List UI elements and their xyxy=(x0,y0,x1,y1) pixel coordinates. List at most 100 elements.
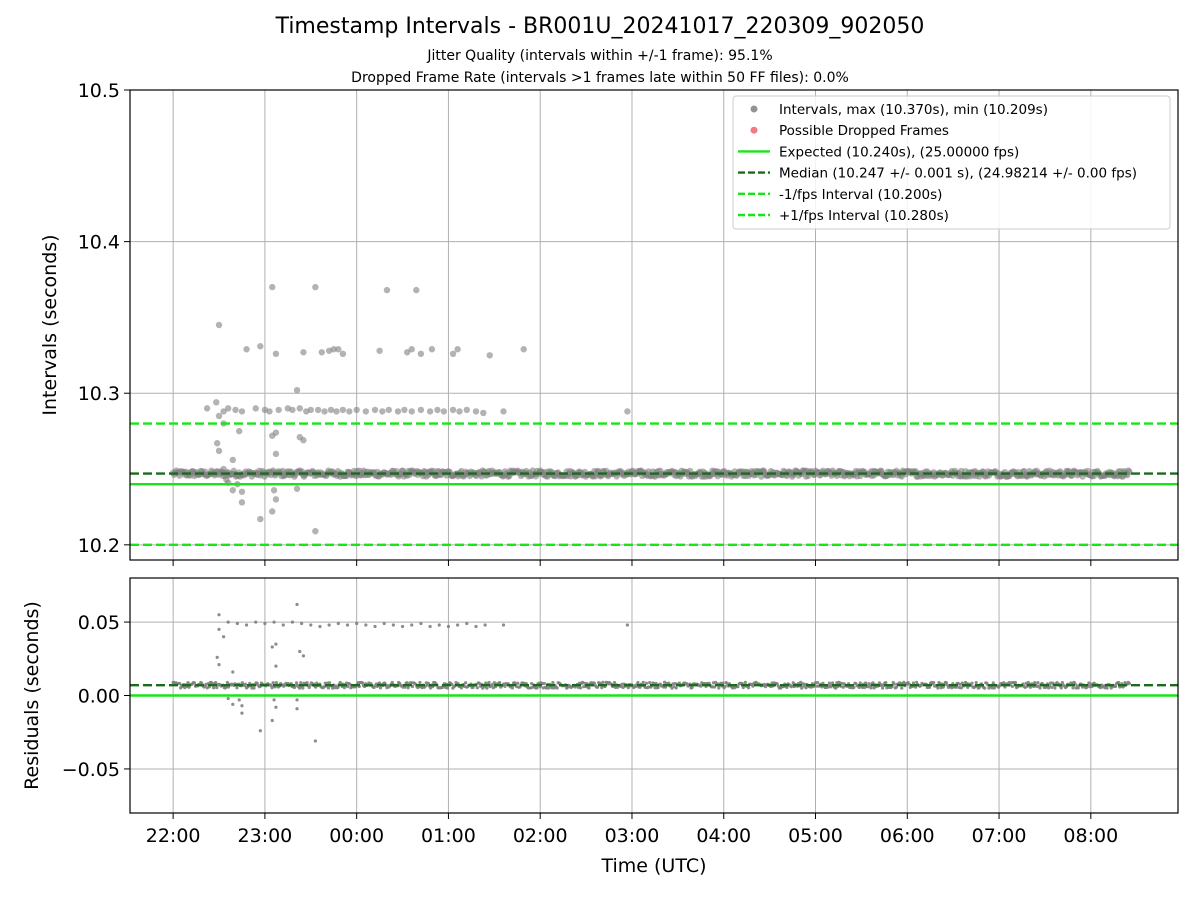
residuals-baseline-point xyxy=(723,684,727,689)
legend-entry-3: Median (10.247 +/- 0.001 s), (24.98214 +… xyxy=(738,166,1137,182)
residuals-data-point-15 xyxy=(355,621,359,626)
residuals-baseline-point xyxy=(487,680,491,685)
residuals-data-point-50 xyxy=(274,705,278,709)
residuals-baseline-point xyxy=(852,685,856,689)
intervals-data-point-22 xyxy=(520,346,527,353)
residuals-baseline-point xyxy=(907,682,911,686)
residuals-baseline-point xyxy=(542,681,546,686)
residuals-baseline-point xyxy=(911,681,916,685)
residuals-baseline-point xyxy=(746,686,751,690)
legend-entry-4: -1/fps Interval (10.200s) xyxy=(738,187,942,203)
intervals-data-point-67 xyxy=(272,429,280,436)
residuals-baseline-point xyxy=(307,685,311,690)
residuals-baseline-point xyxy=(871,681,875,685)
residuals-baseline-point xyxy=(187,685,191,689)
residuals-data-point-2 xyxy=(235,621,239,626)
intervals-data-point-19 xyxy=(449,350,457,358)
residuals-baseline-point xyxy=(612,680,617,685)
residuals-data-point-30 xyxy=(501,623,506,627)
intervals-data-point-25 xyxy=(220,408,227,415)
residuals-baseline-point xyxy=(1053,686,1057,690)
residuals-data-point-35 xyxy=(222,635,226,639)
residuals-data-point-11 xyxy=(318,624,322,629)
legend-entry-5: +1/fps Interval (10.280s) xyxy=(738,208,949,224)
intervals-data-point-69 xyxy=(300,437,307,444)
residuals-baseline-point xyxy=(1059,686,1063,690)
intervals-data-point-56 xyxy=(449,406,457,414)
intervals-baseline-point xyxy=(1126,468,1133,476)
residuals-data-point-10 xyxy=(309,623,313,627)
intervals-data-point-78 xyxy=(238,488,246,495)
residuals-baseline-point xyxy=(936,686,940,690)
residuals-baseline-point xyxy=(503,684,507,688)
intervals-data-point-70 xyxy=(236,427,243,435)
residuals-baseline-point xyxy=(235,686,239,690)
residuals-baseline-point xyxy=(1127,682,1131,686)
residuals-baseline-point xyxy=(1010,684,1014,689)
intervals-data-point-23 xyxy=(203,405,211,412)
residuals-data-point-20 xyxy=(400,624,405,629)
residuals-data-point-23 xyxy=(428,624,432,629)
residuals-baseline-point xyxy=(648,681,652,685)
intervals-data-point-4 xyxy=(272,350,280,358)
residuals-baseline-point xyxy=(743,680,747,684)
residuals-baseline-point xyxy=(271,681,275,685)
residuals-baseline-point xyxy=(418,680,422,685)
residuals-data-point-38 xyxy=(298,649,302,654)
residuals-data-point-26 xyxy=(456,623,460,627)
xtick-label-0: 22:00 xyxy=(146,825,201,847)
residuals-data-point-18 xyxy=(382,621,386,626)
intervals-data-point-82 xyxy=(270,487,278,494)
residuals-baseline-point xyxy=(498,681,502,685)
residuals-data-point-44 xyxy=(237,698,241,702)
residuals-baseline-point xyxy=(1060,680,1064,685)
intervals-data-point-53 xyxy=(426,408,434,415)
residuals-baseline-point xyxy=(1046,686,1051,690)
residuals-baseline-point xyxy=(1105,686,1109,690)
intervals-data-point-37 xyxy=(307,406,314,414)
legend-box xyxy=(732,95,1171,230)
xlabel: Time (UTC) xyxy=(600,855,706,877)
residuals-baseline-point xyxy=(991,681,995,685)
xtick-label-10: 08:00 xyxy=(1063,825,1118,847)
intervals-data-point-31 xyxy=(266,408,273,415)
intervals-ylabel: Intervals (seconds) xyxy=(39,234,61,415)
residuals-data-point-13 xyxy=(336,621,340,626)
residuals-baseline-point xyxy=(327,681,332,685)
intervals-data-point-86 xyxy=(293,485,301,492)
legend-label-5: +1/fps Interval (10.280s) xyxy=(779,208,949,224)
xtick-label-7: 05:00 xyxy=(788,825,843,847)
residuals-baseline-point xyxy=(516,681,520,685)
legend-marker-1 xyxy=(750,126,758,134)
residuals-baseline-point xyxy=(785,685,789,689)
intervals-data-point-2 xyxy=(257,343,264,350)
residuals-ylabel: Residuals (seconds) xyxy=(21,601,43,790)
residuals-baseline-point xyxy=(880,686,885,690)
intervals-data-point-0 xyxy=(215,321,223,329)
residuals-baseline-point xyxy=(751,684,755,688)
intervals-data-point-62 xyxy=(624,408,631,415)
residuals-baseline-point xyxy=(827,681,832,685)
chart-title: Timestamp Intervals - BR001U_20241017_22… xyxy=(275,14,925,39)
intervals-panel: 10.2 10.3 10.4 10.5 Intervals (seconds) Inter… xyxy=(39,80,1179,566)
residuals-baseline-point xyxy=(1071,686,1075,690)
intervals-data-point-55 xyxy=(440,408,448,415)
legend: Intervals, max (10.370s), min (10.209s) P… xyxy=(732,95,1171,230)
intervals-data-point-7 xyxy=(318,349,325,356)
residuals-baseline-point xyxy=(555,686,559,690)
residuals-baseline-point xyxy=(475,686,479,690)
intervals-data-point-1 xyxy=(243,346,250,353)
residuals-data-point-14 xyxy=(345,623,350,627)
intervals-data-point-21 xyxy=(486,352,493,359)
residuals-data-point-16 xyxy=(364,623,368,627)
residuals-baseline-point xyxy=(464,681,468,685)
intervals-data-point-45 xyxy=(362,408,370,415)
intervals-data-point-29 xyxy=(252,405,259,412)
residuals-baseline-point xyxy=(960,681,964,685)
residuals-data-point-29 xyxy=(483,623,487,627)
xtick-label-2: 00:00 xyxy=(329,825,384,847)
jitter-quality-subtitle: Jitter Quality (intervals within +/-1 fr… xyxy=(427,48,773,64)
residuals-data-point-17 xyxy=(373,624,377,629)
legend-marker-0 xyxy=(750,105,758,113)
residuals-baseline-point xyxy=(600,686,604,690)
